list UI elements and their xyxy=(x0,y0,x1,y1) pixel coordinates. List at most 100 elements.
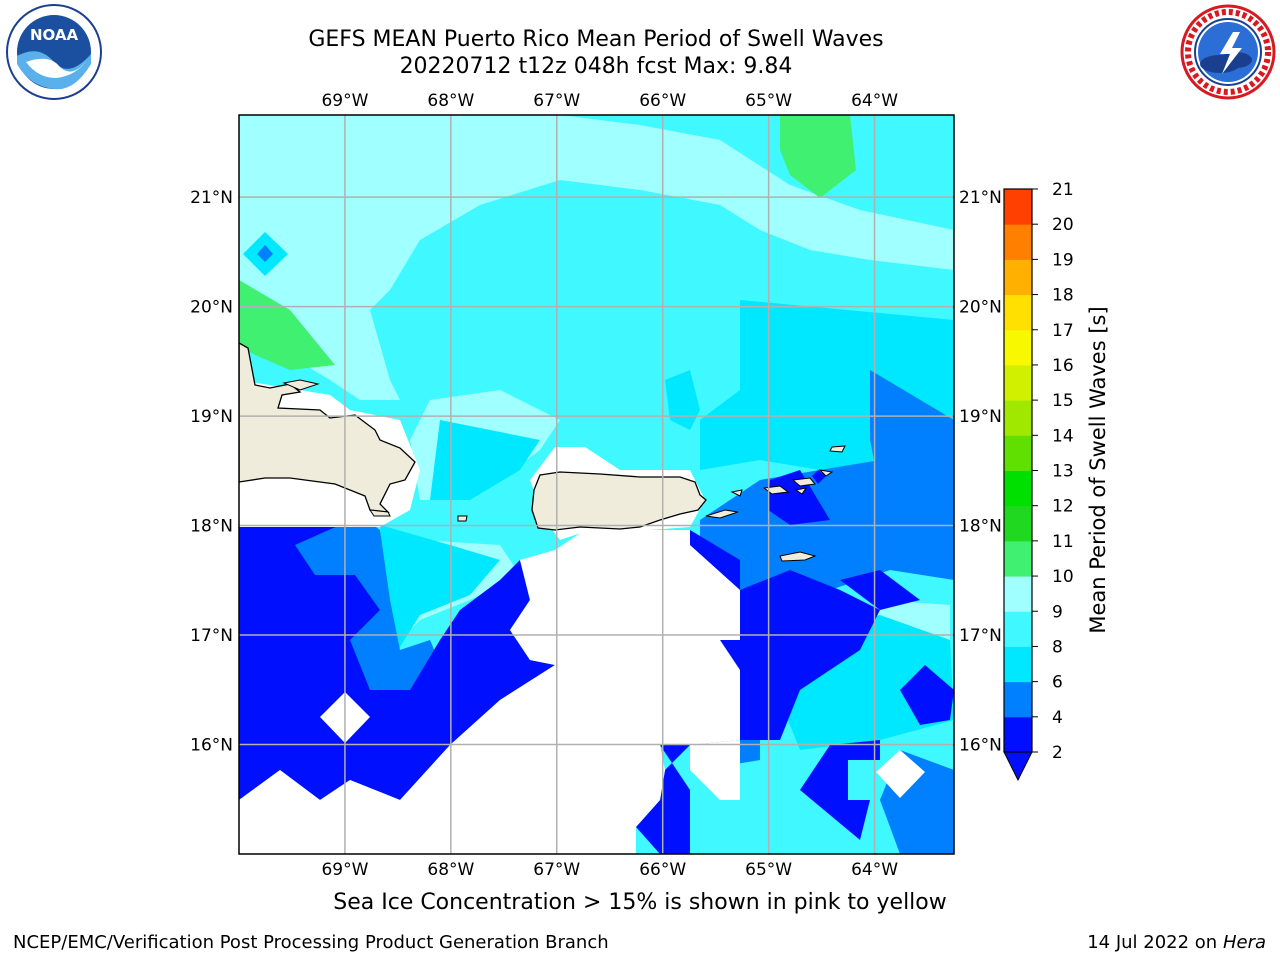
swell-band-lt2-e xyxy=(720,570,880,740)
colorbar-segment xyxy=(1004,224,1032,260)
gridlines xyxy=(239,115,954,854)
colorbar-segment xyxy=(1004,611,1032,647)
lat-label-right: 18°N xyxy=(959,517,1002,537)
land-tortola xyxy=(791,477,816,487)
swell-band-lt2-sw xyxy=(239,500,555,800)
map-plot-area xyxy=(239,115,954,854)
colorbar-tick-label: 18 xyxy=(1052,286,1074,306)
colorbar-tick-label: 19 xyxy=(1052,250,1074,270)
lon-label-top: 69°W xyxy=(321,91,368,111)
land-saona xyxy=(368,509,391,517)
land-st-croix xyxy=(779,551,817,562)
lon-label-bottom: 65°W xyxy=(745,860,792,880)
swell-band-4-6-patch xyxy=(665,370,700,430)
colorbar: 2 4 6 8 9 10 11 12 13 14 15 16 17 18 19 20 21 xyxy=(1003,180,1074,782)
colorbar-tick-label: 16 xyxy=(1052,356,1074,376)
colorbar-tick-label: 8 xyxy=(1052,637,1063,657)
colorbar-segment xyxy=(1004,540,1032,577)
lat-label-left: 18°N xyxy=(190,517,233,537)
lon-label-bottom: 64°W xyxy=(851,860,898,880)
land-st-john xyxy=(794,487,808,495)
footer-branch: NCEP/EMC/Verification Post Processing Pr… xyxy=(13,932,609,953)
swell-band-8-9-north xyxy=(239,115,954,400)
colorbar-segment xyxy=(1004,435,1032,471)
swell-band-lt2-vi xyxy=(768,470,830,525)
lat-label-left: 21°N xyxy=(190,188,233,208)
colorbar-tick-label: 12 xyxy=(1052,497,1074,517)
colorbar-segment xyxy=(1004,329,1032,366)
lat-label-right: 19°N xyxy=(959,407,1002,427)
colorbar-segment xyxy=(1004,646,1032,683)
swell-band-9-10-w xyxy=(239,280,335,370)
colorbar-segment xyxy=(1004,364,1032,401)
lon-label-bottom: 68°W xyxy=(427,860,474,880)
land-tortuga xyxy=(282,379,320,391)
swell-spot-lt2 xyxy=(812,470,826,484)
colorbar-segment xyxy=(1004,681,1032,718)
swell-spot-2-4 xyxy=(257,245,273,262)
swell-band-2-4-ne xyxy=(870,370,954,500)
map-frame xyxy=(238,114,955,855)
lat-label-left: 17°N xyxy=(190,626,233,646)
lon-label-top: 64°W xyxy=(851,91,898,111)
lat-label-left: 16°N xyxy=(190,736,233,756)
swell-band-lt2-se2 xyxy=(800,740,880,840)
colorbar-tick-label: 15 xyxy=(1052,391,1074,411)
colorbar-label: Mean Period of Swell Waves [s] xyxy=(1086,306,1110,633)
land-culebra xyxy=(730,489,743,497)
colorbar-segment xyxy=(1004,294,1032,331)
swell-band-4-6-mona xyxy=(430,420,540,500)
colorbar-extend-arrow xyxy=(1003,751,1033,782)
land-anegada xyxy=(829,445,846,453)
no-data-s-gap xyxy=(690,740,740,800)
colorbar-tick-label: 2 xyxy=(1052,743,1063,763)
lat-label-right: 17°N xyxy=(959,626,1002,646)
colorbar-tick-label: 9 xyxy=(1052,602,1063,622)
lat-label-right: 21°N xyxy=(959,188,1002,208)
noaa-logo: NOAA xyxy=(4,4,104,100)
lat-label-right: 20°N xyxy=(959,298,1002,318)
sea-ice-note: Sea Ice Concentration > 15% is shown in … xyxy=(333,890,947,915)
lat-label-right: 16°N xyxy=(959,736,1002,756)
land-mona xyxy=(457,515,468,522)
footer-date: 14 Jul 2022 on Hera xyxy=(1087,932,1266,953)
lon-label-top: 68°W xyxy=(427,91,474,111)
no-data-caribbean xyxy=(239,530,740,854)
colorbar-tick-label: 10 xyxy=(1052,567,1074,587)
colorbar-tick-label: 14 xyxy=(1052,426,1074,446)
noaa-logo-text: NOAA xyxy=(30,26,79,44)
colorbar-tick-label: 20 xyxy=(1052,215,1074,235)
swell-band-lt2-e2 xyxy=(840,570,920,610)
lon-label-bottom: 66°W xyxy=(639,860,686,880)
colorbar-tick-label: 13 xyxy=(1052,462,1074,482)
lon-label-top: 67°W xyxy=(533,91,580,111)
chart-subtitle-forecast: 20220712 t12z 048h fcst Max: 9.84 xyxy=(399,54,793,79)
colorbar-tick-label: 21 xyxy=(1052,180,1074,200)
no-data-diamond-se xyxy=(876,750,925,798)
lon-label-bottom: 69°W xyxy=(321,860,368,880)
land-vieques xyxy=(705,509,739,519)
axis-tick-labels: 69°W 69°W 68°W 68°W 67°W 67°W 66°W 66°W 65°W 65°W… xyxy=(190,91,1002,880)
colorbar-segment xyxy=(1004,189,1032,225)
footer-date-text: 14 Jul 2022 on xyxy=(1087,932,1223,953)
colorbar-segment xyxy=(1004,716,1032,753)
chart-title: GEFS MEAN Puerto Rico Mean Period of Swe… xyxy=(308,27,884,52)
lat-label-left: 20°N xyxy=(190,298,233,318)
footer-machine: Hera xyxy=(1222,932,1266,953)
swell-band-lt2-se xyxy=(900,665,954,725)
colorbar-tick-label: 17 xyxy=(1052,321,1074,341)
colorbar-segment xyxy=(1004,400,1032,436)
land-virgin-gorda xyxy=(818,469,834,477)
lon-label-top: 65°W xyxy=(745,91,792,111)
swell-band-9-10-ne xyxy=(780,115,856,198)
swell-band-4-6-swsouth xyxy=(380,525,500,650)
lon-label-bottom: 67°W xyxy=(533,860,580,880)
colorbar-segment xyxy=(1004,505,1032,542)
colorbar-segment xyxy=(1004,576,1032,612)
colorbar-tick-label: 4 xyxy=(1052,708,1063,728)
lon-label-top: 66°W xyxy=(639,91,686,111)
colorbar-segment xyxy=(1004,470,1032,507)
colorbar-segment xyxy=(1004,259,1032,296)
nws-logo xyxy=(1178,4,1278,100)
